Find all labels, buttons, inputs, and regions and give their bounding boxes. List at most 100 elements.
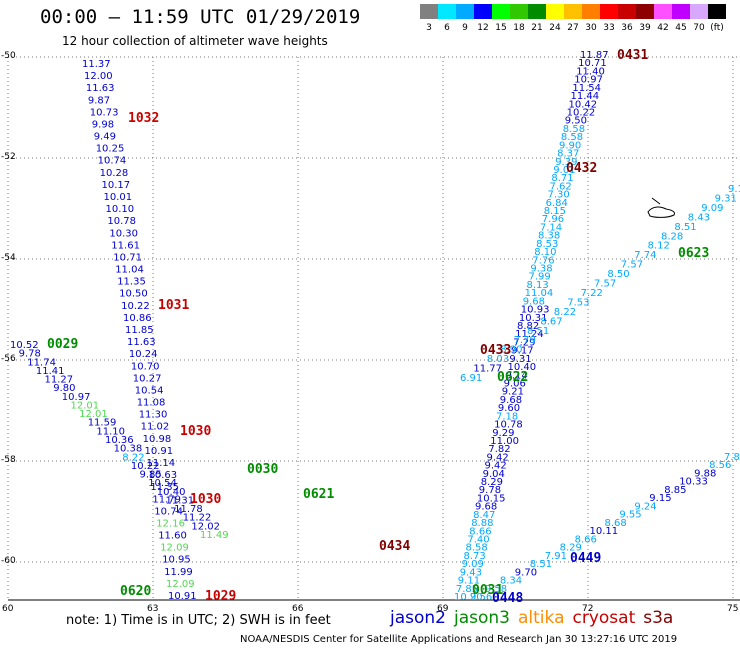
legend-item-s3a: s3a (643, 608, 674, 628)
wave-height-value: 10.38 (114, 444, 143, 455)
scale-swatch (474, 4, 492, 19)
wave-height-value: 10.30 (109, 228, 138, 239)
wave-height-value: 9.04 (483, 469, 505, 480)
orbit-label: 1031 (158, 298, 189, 313)
wave-height-value: 11.14 (147, 458, 176, 469)
legend-item-cryosat: cryosat (572, 608, 636, 628)
island-outline (647, 197, 675, 218)
latitude-label: -54 (1, 253, 16, 263)
wave-height-value: 9.39 (555, 157, 577, 168)
wave-height-value: 9.55 (619, 510, 641, 521)
orbit-label: 1032 (128, 111, 159, 126)
wave-height-value: 10.20 (454, 592, 483, 603)
wave-height-value: 10.54 (148, 478, 177, 489)
wave-height-value: 9.78 (479, 485, 501, 496)
scale-label: (ft) (710, 23, 724, 33)
orbit-label: 0433 (480, 343, 511, 358)
wave-height-value: 9.42 (485, 461, 507, 472)
wave-height-value: 9.24 (634, 501, 656, 512)
wave-height-value: 11.22 (183, 513, 212, 524)
wave-height-value: 9.31 (715, 193, 737, 204)
wave-height-value: 7.40 (467, 535, 489, 546)
wave-height-value: 8.82 (517, 321, 539, 332)
orbit-label: 0620 (120, 584, 151, 599)
scale-swatch (618, 4, 636, 19)
wave-height-value: 8.22 (554, 307, 576, 318)
orbit-label: 0449 (570, 551, 601, 566)
wave-height-value: 8.34 (500, 576, 522, 587)
wave-height-value: 9.68 (500, 395, 522, 406)
wave-height-value: 9.01 (553, 165, 575, 176)
wave-height-value: 11.27 (45, 375, 74, 386)
scale-swatch (672, 4, 690, 19)
scale-swatch (582, 4, 600, 19)
orbit-label: 0432 (566, 161, 597, 176)
wave-height-value: 10.28 (100, 168, 129, 179)
wave-height-value: 9.88 (694, 469, 716, 480)
wave-height-value: 8.22 (122, 452, 144, 463)
legend-item-altika: altika (518, 608, 565, 628)
wave-height-value: 9.19 (728, 184, 740, 195)
wave-height-value: 9.80 (53, 383, 75, 394)
wave-height-value: 10.15 (477, 494, 506, 505)
scale-swatch (492, 4, 510, 19)
longitude-label: 66 (292, 604, 304, 614)
wave-height-value: 11.61 (111, 240, 140, 251)
wave-height-value: 11.10 (96, 426, 125, 437)
wave-height-value: 12.16 (156, 519, 185, 530)
scale-label: 36 (621, 23, 633, 33)
longitude-label: 72 (582, 604, 594, 614)
wave-height-value: 8.47 (473, 510, 495, 521)
wave-height-value: 10.27 (133, 373, 162, 384)
scale-swatch (600, 4, 618, 19)
wave-height-value: 8.58 (563, 124, 585, 135)
wave-height-value: 8.51 (674, 222, 696, 233)
wave-height-value: 11.08 (137, 398, 166, 409)
scale-swatch (438, 4, 456, 19)
scale-label: 21 (531, 23, 543, 33)
latitude-label: -56 (1, 354, 16, 364)
wave-height-value: 10.73 (90, 107, 119, 118)
orbit-label: 0434 (379, 539, 410, 554)
scale-label: 24 (549, 23, 561, 33)
wave-height-value: 7.79 (514, 335, 536, 346)
credit-footer: NOAA/NESDIS Center for Satellite Applica… (240, 634, 678, 645)
wave-height-value: 8.51 (527, 326, 549, 337)
wave-height-value: 12.02 (191, 521, 220, 532)
wave-height-value: 8.28 (661, 231, 683, 242)
wave-height-value: 8.66 (575, 534, 597, 545)
orbit-label: 0030 (247, 462, 278, 477)
wave-height-value: 9.58 (485, 584, 507, 595)
page-title: 00:00 – 11:59 UTC 01/29/2019 (40, 6, 361, 28)
scale-label: 12 (477, 23, 489, 33)
wave-height-value: 11.02 (141, 422, 170, 433)
wave-height-value: 8.51 (530, 559, 552, 570)
wave-height-value: 11.44 (571, 91, 600, 102)
orbit-label: 0431 (617, 48, 648, 63)
scale-swatch (420, 4, 438, 19)
wave-height-value: 8.50 (607, 269, 629, 280)
scale-swatch (528, 4, 546, 19)
wave-height-value: 10.74 (98, 156, 127, 167)
wave-height-value: 8.56 (709, 460, 731, 471)
wave-height-value: 10.71 (578, 58, 607, 69)
wave-height-value: 10.40 (157, 487, 186, 498)
wave-height-value: 11.35 (117, 277, 146, 288)
wave-height-value: 10.91 (168, 591, 197, 602)
wave-height-value: 7.57 (621, 260, 643, 271)
wave-height-value: 11.54 (572, 83, 601, 94)
wave-height-value: 6.91 (460, 373, 482, 384)
wave-height-value: 8.53 (536, 239, 558, 250)
wave-height-value: 11.41 (36, 366, 65, 377)
wave-height-value: 11.35 (150, 482, 179, 493)
wave-height-value: 8.66 (469, 526, 491, 537)
wave-height-value: 10.17 (102, 180, 131, 191)
wave-height-value: 10.36 (105, 435, 134, 446)
wave-height-value: 8.43 (688, 212, 710, 223)
orbit-label: 0623 (678, 246, 709, 261)
wave-height-value: 9.42 (487, 452, 509, 463)
wave-height-value: 9.21 (502, 387, 524, 398)
longitude-label: 75 (727, 604, 739, 614)
wave-height-value: 7.62 (550, 181, 572, 192)
